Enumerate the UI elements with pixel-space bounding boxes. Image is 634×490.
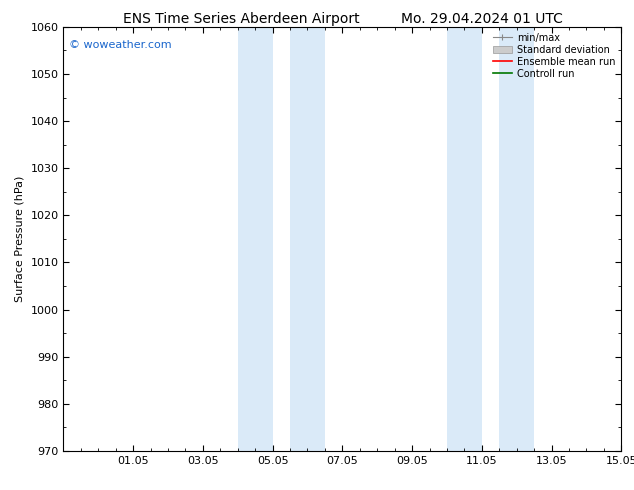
Text: ENS Time Series Aberdeen Airport: ENS Time Series Aberdeen Airport [122, 12, 359, 26]
Text: © woweather.com: © woweather.com [69, 40, 172, 49]
Y-axis label: Surface Pressure (hPa): Surface Pressure (hPa) [15, 176, 25, 302]
Bar [290, 27, 325, 451]
Text: Mo. 29.04.2024 01 UTC: Mo. 29.04.2024 01 UTC [401, 12, 563, 26]
Bar [447, 27, 482, 451]
Legend: min/max, Standard deviation, Ensemble mean run, Controll run: min/max, Standard deviation, Ensemble me… [489, 30, 618, 81]
Bar [238, 27, 273, 451]
Bar [500, 27, 534, 451]
